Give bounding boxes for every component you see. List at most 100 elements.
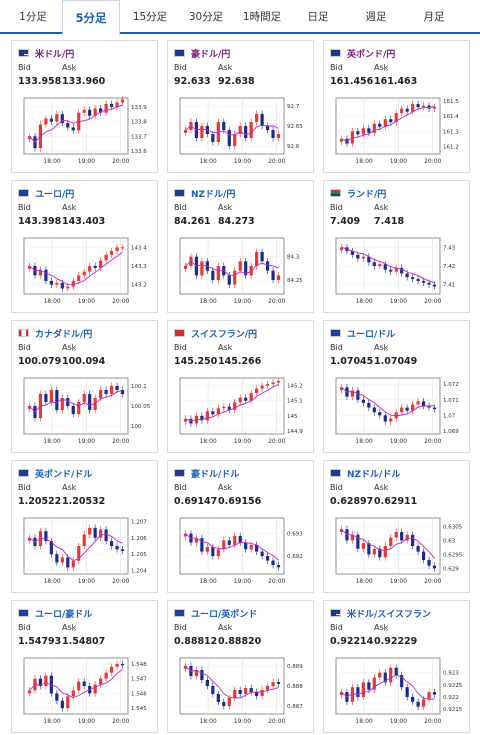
candle-body — [372, 548, 376, 555]
candle-body — [394, 532, 398, 538]
candle-body — [211, 134, 215, 142]
ask-label: Ask — [218, 623, 233, 632]
candle-body — [260, 385, 264, 389]
x-tick-label: 20:00 — [424, 158, 441, 165]
card-header: 米ドル/円 — [18, 47, 75, 60]
candle-body — [205, 680, 209, 686]
pair-link[interactable]: NZドル/円 — [191, 189, 236, 200]
x-tick-label: 20:00 — [112, 438, 129, 445]
tab-3[interactable]: 15分足 — [132, 11, 168, 23]
pair-link[interactable]: ユーロ/円 — [35, 189, 75, 200]
candle-body — [238, 397, 242, 403]
pair-link[interactable]: 英ポンド/ドル — [35, 469, 93, 480]
price-chart[interactable]: 18:00 19:00 20:00 145.2 145.1 145 144.9 — [174, 376, 311, 448]
candle-body — [194, 670, 199, 676]
candle-body — [383, 264, 387, 270]
price-chart[interactable]: 18:00 19:00 20:00 1.207 1.206 1.205 1.204 — [18, 516, 155, 588]
pair-link[interactable]: 豪ドル/ドル — [191, 469, 240, 480]
bid-label: Bid — [174, 483, 187, 492]
candle-body — [416, 401, 420, 405]
tab-8[interactable]: 月足 — [423, 11, 445, 23]
candle-body — [249, 544, 253, 550]
x-tick-label: 19:00 — [234, 438, 251, 445]
candle-body — [378, 123, 382, 127]
ask-value: 84.273 — [218, 216, 255, 227]
pair-link[interactable]: 米ドル/円 — [35, 49, 75, 60]
candle-body — [66, 696, 70, 709]
bid-value: 84.261 — [174, 216, 211, 227]
price-chart[interactable]: 18:00 19:00 20:00 100.1 100.05 100 — [18, 376, 155, 448]
moving-average-line — [185, 260, 279, 276]
price-chart[interactable]: 18:00 19:00 20:00 133.9 133.8 133.7 133.6 — [18, 96, 155, 168]
candle-body — [71, 406, 75, 414]
pair-link[interactable]: カナダドル/円 — [35, 329, 93, 340]
x-tick-label: 18:00 — [199, 718, 216, 725]
y-tick-label: 7.43 — [443, 245, 456, 251]
candle-body — [71, 280, 75, 287]
x-tick-label: 19:00 — [78, 158, 95, 165]
price-chart[interactable]: 18:00 19:00 20:00 92.7 92.65 92.6 — [174, 96, 311, 168]
candle-body — [367, 543, 371, 555]
x-tick-label: 20:00 — [424, 298, 441, 305]
candle-body — [367, 256, 371, 263]
candle-body — [200, 415, 204, 421]
tab-4[interactable]: 30分足 — [188, 11, 224, 23]
candle-body — [71, 127, 75, 131]
candle-body — [265, 556, 270, 561]
price-chart[interactable]: 18:00 19:00 20:00 143.4 143.3 143.2 — [18, 236, 155, 308]
bid-label: Bid — [330, 623, 343, 632]
candle-body — [421, 280, 426, 283]
price-chart[interactable]: 18:00 19:00 20:00 0.693 0.692 — [174, 516, 311, 588]
price-chart[interactable]: 18:00 19:00 20:00 1.548 1.547 1.546 1.545 — [18, 656, 155, 728]
candle-body — [367, 402, 371, 408]
pair-link[interactable]: 豪ドル/円 — [191, 49, 231, 60]
pair-link[interactable]: スイスフラン/円 — [191, 329, 258, 340]
candle-body — [389, 537, 393, 546]
candle-body — [271, 130, 275, 138]
candle-body — [271, 682, 275, 686]
pair-link[interactable]: ユーロ/豪ドル — [35, 609, 93, 620]
pair-link[interactable]: 英ポンド/円 — [347, 49, 396, 60]
pair-link[interactable]: ランド/円 — [347, 189, 387, 200]
price-chart[interactable]: 18:00 19:00 20:00 0.923 0.9225 0.922 0.9215 — [330, 656, 467, 728]
rate-card: 豪ドル/円 Bid Ask 92.633 92.638 18:00 19:00 20:00 92… — [167, 40, 314, 173]
y-tick-label: 161.5 — [443, 99, 459, 105]
tab-1[interactable]: 1分足 — [19, 11, 47, 23]
y-tick-label: 143.4 — [131, 245, 147, 251]
pair-link[interactable]: NZドル/ドル — [347, 469, 401, 480]
candle-body — [361, 543, 365, 549]
candle-body — [60, 398, 64, 410]
candle-body — [276, 565, 281, 568]
candle-body — [383, 119, 387, 127]
candle-body — [104, 390, 108, 394]
bid-label: Bid — [330, 63, 343, 72]
pair-link[interactable]: ユーロ/英ポンド — [191, 609, 258, 620]
candle-body — [44, 394, 48, 402]
candle-body — [183, 266, 188, 269]
candle-body — [421, 401, 426, 406]
y-tick-label: 1.548 — [131, 662, 147, 668]
price-chart[interactable]: 18:00 19:00 20:00 1.072 1.071 1.07 1.069 — [330, 376, 467, 448]
candle-body — [276, 275, 281, 280]
price-chart[interactable]: 18:00 19:00 20:00 0.6305 0.63 0.6295 0.629 — [330, 516, 467, 588]
candle-body — [416, 104, 420, 108]
za-flag — [330, 189, 341, 197]
tab-5[interactable]: 1時間足 — [242, 11, 282, 23]
candle-body — [183, 666, 188, 669]
price-chart[interactable]: 18:00 19:00 20:00 161.5 161.4 161.3 161.2 — [330, 96, 467, 168]
bid-value: 161.456 — [330, 76, 374, 87]
card-header: 英ポンド/円 — [330, 47, 396, 60]
ask-value: 133.960 — [62, 76, 106, 87]
rate-card: スイスフラン/円 Bid Ask 145.250 145.266 18:00 19:00 20… — [167, 320, 314, 453]
price-chart[interactable]: 18:00 19:00 20:00 84.3 84.25 — [174, 236, 311, 308]
tab-6[interactable]: 日足 — [307, 11, 329, 23]
candle-body — [99, 260, 103, 268]
pair-link[interactable]: 米ドル/スイスフラン — [347, 609, 432, 620]
candle-body — [66, 398, 70, 406]
price-chart[interactable]: 18:00 19:00 20:00 0.889 0.888 0.887 — [174, 656, 311, 728]
tab-2[interactable]: 5分足 — [62, 0, 120, 36]
tab-7[interactable]: 週足 — [365, 11, 387, 23]
candle-body — [120, 663, 125, 666]
pair-link[interactable]: ユーロ/ドル — [347, 329, 396, 340]
price-chart[interactable]: 18:00 19:00 20:00 7.43 7.42 7.41 — [330, 236, 467, 308]
